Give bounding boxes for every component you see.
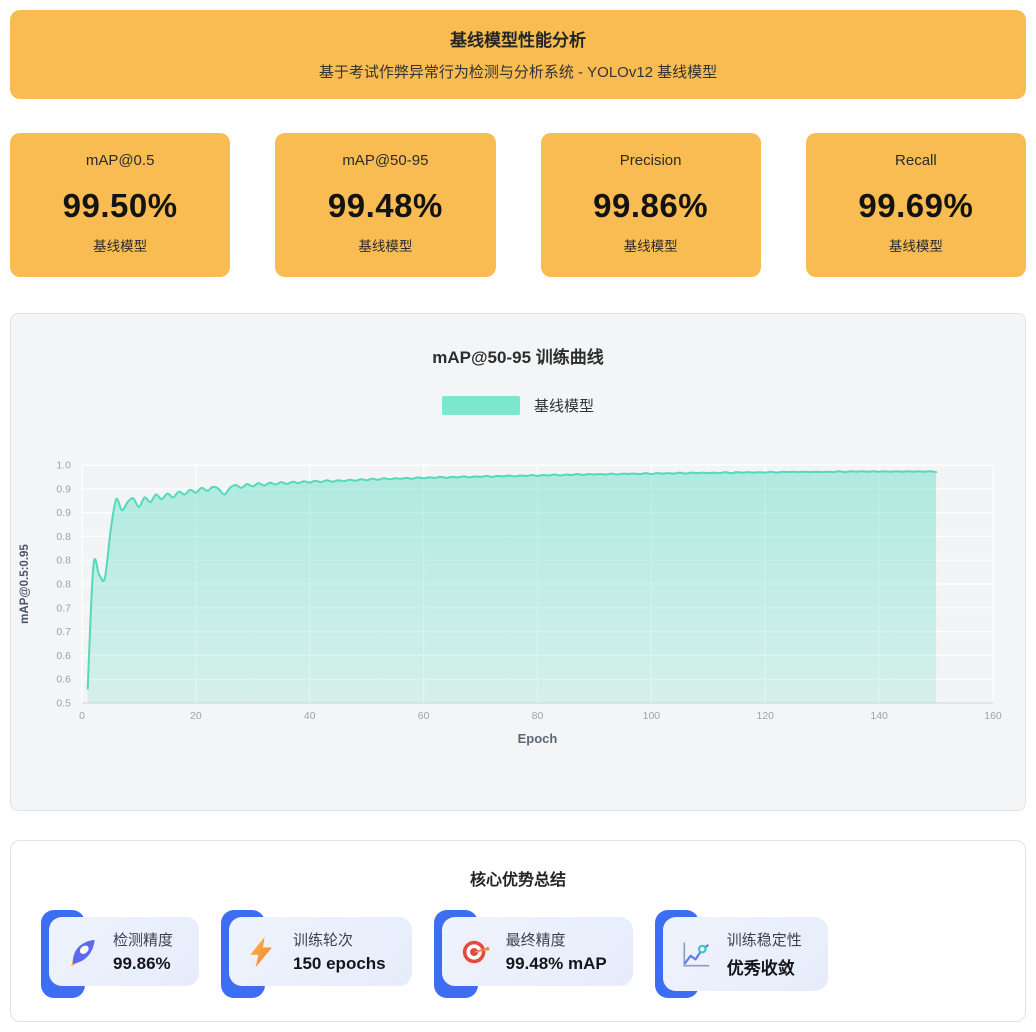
svg-text:0.6: 0.6 bbox=[56, 650, 71, 662]
svg-text:Epoch: Epoch bbox=[518, 731, 558, 746]
advantage-value: 99.48% mAP bbox=[505, 954, 607, 973]
advantage-label: 训练轮次 bbox=[293, 932, 354, 949]
advantage-text: 检测精度 99.86% bbox=[113, 929, 173, 974]
training-curve-chart[interactable]: 0.5 0.6 0.6 0.7 0.7 0.8 0.8 0.8 0.9 0.9 1.0 0 20 40 60… bbox=[11, 430, 1025, 752]
chart-title: mAP@50-95 训练曲线 bbox=[432, 348, 604, 367]
metric-value: 99.86% bbox=[593, 187, 709, 224]
advantage-value: 150 epochs bbox=[293, 954, 386, 973]
metric-label: mAP@0.5 bbox=[85, 152, 155, 169]
metric-card-map05: mAP@0.5 99.50% 基线模型 bbox=[10, 133, 231, 277]
svg-text:160: 160 bbox=[984, 710, 1002, 722]
metric-value: 99.48% bbox=[327, 187, 443, 224]
metric-card-map5095: mAP@50-95 99.48% 基线模型 bbox=[275, 133, 496, 277]
advantage-card-final-map: 最终精度 99.48% mAP bbox=[433, 910, 633, 998]
summary-title: 核心优势总结 bbox=[469, 872, 566, 889]
svg-text:1.0: 1.0 bbox=[56, 460, 71, 472]
advantage-card-epochs: 训练轮次 150 epochs bbox=[221, 910, 412, 998]
svg-text:0.8: 0.8 bbox=[56, 555, 71, 567]
svg-text:0.5: 0.5 bbox=[56, 698, 71, 710]
metric-card-recall: Recall 99.69% 基线模型 bbox=[805, 133, 1026, 277]
svg-text:0.9: 0.9 bbox=[56, 483, 71, 495]
svg-text:0.6: 0.6 bbox=[56, 674, 71, 686]
metric-sublabel: 基线模型 bbox=[888, 239, 943, 254]
chart-legend: 基线模型 bbox=[11, 395, 1025, 416]
svg-text:20: 20 bbox=[190, 710, 202, 722]
svg-text:140: 140 bbox=[870, 710, 888, 722]
header-banner: 基线模型性能分析 基于考试作弊异常行为检测与分析系统 - YOLOv12 基线模… bbox=[10, 10, 1026, 99]
svg-text:40: 40 bbox=[304, 710, 316, 722]
svg-text:0.7: 0.7 bbox=[56, 602, 71, 614]
legend-swatch[interactable] bbox=[441, 396, 520, 415]
advantage-card-accuracy: 检测精度 99.86% bbox=[40, 910, 200, 998]
svg-text:100: 100 bbox=[643, 710, 661, 722]
page-subtitle: 基于考试作弊异常行为检测与分析系统 - YOLOv12 基线模型 bbox=[318, 64, 718, 81]
advantage-row: 检测精度 99.86% 训 bbox=[31, 910, 1005, 998]
advantage-text: 训练轮次 150 epochs bbox=[293, 929, 386, 974]
svg-text:0.8: 0.8 bbox=[56, 579, 71, 591]
svg-text:mAP@0.5:0.95: mAP@0.5:0.95 bbox=[19, 544, 31, 624]
metric-card-precision: Precision 99.86% 基线模型 bbox=[540, 133, 761, 277]
metric-value: 99.69% bbox=[858, 187, 974, 224]
advantage-label: 检测精度 bbox=[113, 932, 174, 949]
advantage-label: 训练稳定性 bbox=[726, 932, 802, 949]
metric-sublabel: 基线模型 bbox=[623, 239, 678, 254]
rocket-icon bbox=[71, 939, 95, 966]
metric-label: mAP@50-95 bbox=[342, 152, 429, 169]
svg-text:60: 60 bbox=[418, 710, 430, 722]
advantage-text: 最终精度 99.48% mAP bbox=[506, 929, 607, 974]
metrics-row: mAP@0.5 99.50% 基线模型 mAP@50-95 99.48% 基线模… bbox=[10, 133, 1026, 277]
metric-label: Recall bbox=[895, 152, 937, 169]
svg-text:0.7: 0.7 bbox=[56, 626, 71, 638]
svg-text:80: 80 bbox=[532, 710, 544, 722]
svg-text:0.9: 0.9 bbox=[56, 507, 71, 519]
advantage-label: 最终精度 bbox=[505, 932, 566, 949]
metric-value: 99.50% bbox=[62, 187, 178, 224]
svg-text:0: 0 bbox=[79, 710, 85, 722]
advantage-text: 训练稳定性 优秀收敛 bbox=[727, 929, 802, 979]
metric-label: Precision bbox=[619, 152, 682, 169]
advantage-value: 99.86% bbox=[113, 954, 171, 973]
page-title: 基线模型性能分析 bbox=[450, 31, 586, 50]
advantage-value: 优秀收敛 bbox=[726, 959, 795, 978]
metric-sublabel: 基线模型 bbox=[93, 239, 148, 254]
metric-sublabel: 基线模型 bbox=[358, 239, 413, 254]
svg-text:0.8: 0.8 bbox=[56, 531, 71, 543]
summary-card: 核心优势总结 检测精度 99.86% bbox=[10, 840, 1026, 1022]
chart-icon bbox=[679, 939, 712, 969]
bolt-icon bbox=[250, 936, 272, 967]
legend-label[interactable]: 基线模型 bbox=[533, 398, 594, 415]
svg-text:120: 120 bbox=[756, 710, 774, 722]
training-curve-card: mAP@50-95 训练曲线 基线模型 0.5 0.6 0.6 0.7 0.7 0.8 0.… bbox=[10, 313, 1026, 811]
advantage-card-stability: 训练稳定性 优秀收敛 bbox=[654, 910, 828, 998]
target-icon bbox=[458, 936, 490, 967]
